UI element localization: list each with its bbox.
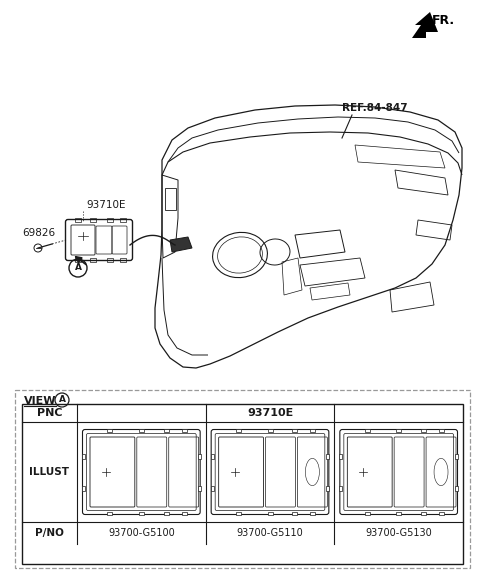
Bar [75, 218, 81, 222]
Bar [90, 218, 96, 222]
Bar [198, 453, 201, 459]
Bar [107, 258, 113, 262]
Text: 93710E: 93710E [86, 200, 125, 210]
Text: PNC: PNC [37, 408, 62, 418]
Text: FR.: FR. [432, 14, 455, 27]
Bar [181, 429, 187, 432]
Bar [310, 429, 315, 432]
Text: 93700-G5110: 93700-G5110 [237, 528, 303, 538]
Bar [236, 429, 241, 432]
Bar [267, 512, 273, 515]
Bar [396, 429, 401, 432]
Bar [455, 453, 458, 459]
Bar [310, 512, 315, 515]
Bar [139, 429, 144, 432]
Bar [267, 429, 273, 432]
Bar [236, 512, 241, 515]
Bar [439, 512, 444, 515]
Bar [75, 258, 81, 262]
Bar [198, 486, 201, 491]
Bar [339, 486, 342, 491]
Bar [292, 429, 297, 432]
Bar [82, 486, 85, 491]
Bar [365, 429, 370, 432]
Bar [108, 429, 112, 432]
Polygon shape [412, 12, 438, 38]
Polygon shape [170, 237, 192, 252]
Bar [164, 512, 168, 515]
Bar [120, 258, 126, 262]
Bar [90, 258, 96, 262]
Bar [396, 512, 401, 515]
Text: REF.84-847: REF.84-847 [342, 103, 408, 113]
Text: ILLUST: ILLUST [29, 467, 70, 477]
Bar [365, 512, 370, 515]
Bar [108, 512, 112, 515]
Text: A: A [59, 395, 65, 405]
Bar [421, 512, 426, 515]
Bar [120, 218, 126, 222]
Text: VIEW: VIEW [24, 396, 57, 406]
Bar [326, 486, 329, 491]
Bar [211, 453, 214, 459]
Bar [107, 218, 113, 222]
Bar [82, 453, 85, 459]
Text: P/NO: P/NO [35, 528, 64, 538]
Bar [339, 453, 342, 459]
Text: 93710E: 93710E [247, 408, 293, 418]
Bar [22, 404, 463, 564]
Bar [211, 486, 214, 491]
Bar [455, 486, 458, 491]
Bar [326, 453, 329, 459]
Text: 93700-G5130: 93700-G5130 [365, 528, 432, 538]
Bar [439, 429, 444, 432]
Bar [15, 390, 470, 568]
Bar [421, 429, 426, 432]
Bar [139, 512, 144, 515]
Bar [181, 512, 187, 515]
Text: 93700-G5100: 93700-G5100 [108, 528, 175, 538]
Bar [292, 512, 297, 515]
Text: 69826: 69826 [22, 228, 55, 238]
Text: A: A [74, 263, 82, 273]
Bar [164, 429, 168, 432]
